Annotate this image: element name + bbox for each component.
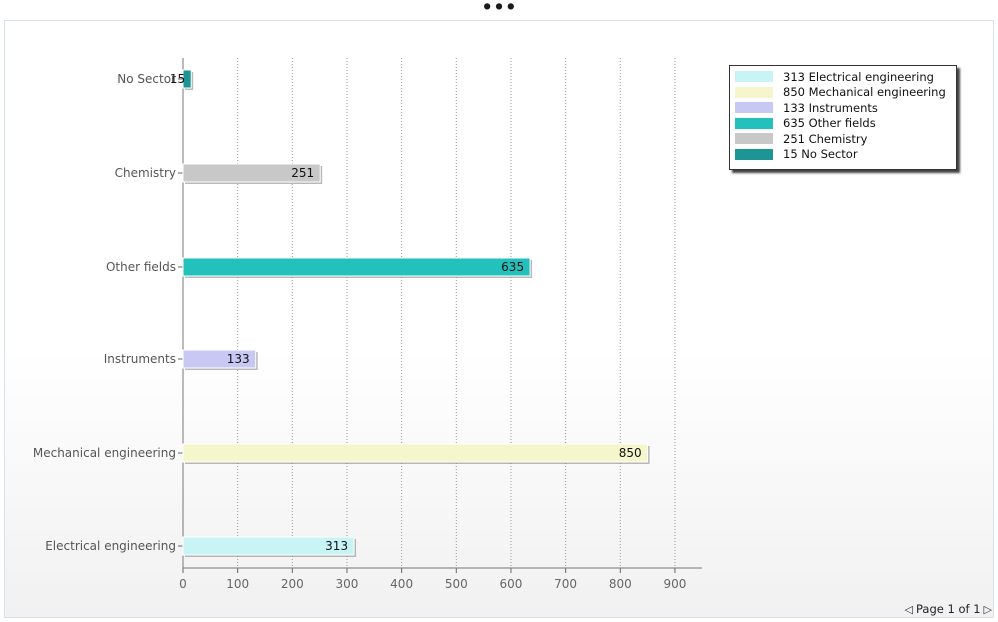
legend-item: 635 Other fields xyxy=(735,116,956,132)
category-label: No Sector xyxy=(117,72,176,86)
bar-instruments xyxy=(182,349,257,369)
category-label: Instruments xyxy=(104,352,176,366)
x-tick-label: 0 xyxy=(179,577,187,591)
category-label: Mechanical engineering xyxy=(33,446,176,460)
next-page-icon[interactable]: ▷ xyxy=(983,602,992,616)
value-label: 850 xyxy=(619,446,642,460)
page-title: ... xyxy=(0,0,998,18)
x-tick-label: 500 xyxy=(445,577,468,591)
value-label: 15 xyxy=(170,72,185,86)
pager-label: Page 1 of 1 xyxy=(916,602,981,616)
legend-item: 313 Electrical engineering xyxy=(735,69,956,85)
bar-layer xyxy=(182,69,650,557)
value-label: 251 xyxy=(291,166,314,180)
axis-layer: 0 100 200 300 400 500 600 700 800 900 xyxy=(178,58,702,591)
legend-label: 15 No Sector xyxy=(783,147,858,162)
legend-swatch xyxy=(735,117,773,129)
legend-item: 15 No Sector xyxy=(735,147,956,163)
category-label: Chemistry xyxy=(115,166,176,180)
x-tick-label: 600 xyxy=(500,577,523,591)
legend-swatch xyxy=(735,102,773,114)
bar-no-sector xyxy=(182,69,192,89)
x-tick-label: 400 xyxy=(390,577,413,591)
x-tick-label: 100 xyxy=(226,577,249,591)
legend-item: 251 Chemistry xyxy=(735,131,956,147)
legend-label: 133 Instruments xyxy=(783,100,878,115)
legend-label: 313 Electrical engineering xyxy=(783,69,934,84)
legend-label: 635 Other fields xyxy=(783,116,876,131)
legend-item: 850 Mechanical engineering xyxy=(735,85,956,101)
category-label: Electrical engineering xyxy=(45,539,176,553)
legend-swatch xyxy=(735,71,773,83)
legend-label: 251 Chemistry xyxy=(783,131,868,146)
legend-item: 133 Instruments xyxy=(735,100,956,116)
legend-swatch xyxy=(735,148,773,160)
x-tick-label: 800 xyxy=(609,577,632,591)
pager: ◁ Page 1 of 1 ▷ xyxy=(905,602,992,616)
legend-label: 850 Mechanical engineering xyxy=(783,85,946,100)
bar-chemistry xyxy=(182,163,321,183)
chart-legend: 313 Electrical engineering 850 Mechanical… xyxy=(729,65,957,170)
x-tick-label: 900 xyxy=(663,577,686,591)
x-tick-label: 700 xyxy=(554,577,577,591)
legend-swatch xyxy=(735,86,773,98)
x-tick-label: 200 xyxy=(281,577,304,591)
prev-page-icon[interactable]: ◁ xyxy=(904,602,913,616)
bar-mechanical-engineering xyxy=(182,443,649,463)
x-tick-label: 300 xyxy=(336,577,359,591)
value-label: 133 xyxy=(227,352,250,366)
value-label: 635 xyxy=(501,260,524,274)
grid-layer xyxy=(237,58,676,568)
legend-swatch xyxy=(735,133,773,145)
bar-electrical-engineering xyxy=(182,536,355,556)
bar-other-fields xyxy=(182,257,531,277)
label-layer: Electrical engineering 313 Mechanical engi… xyxy=(33,72,642,553)
value-label: 313 xyxy=(325,539,348,553)
category-label: Other fields xyxy=(106,260,176,274)
